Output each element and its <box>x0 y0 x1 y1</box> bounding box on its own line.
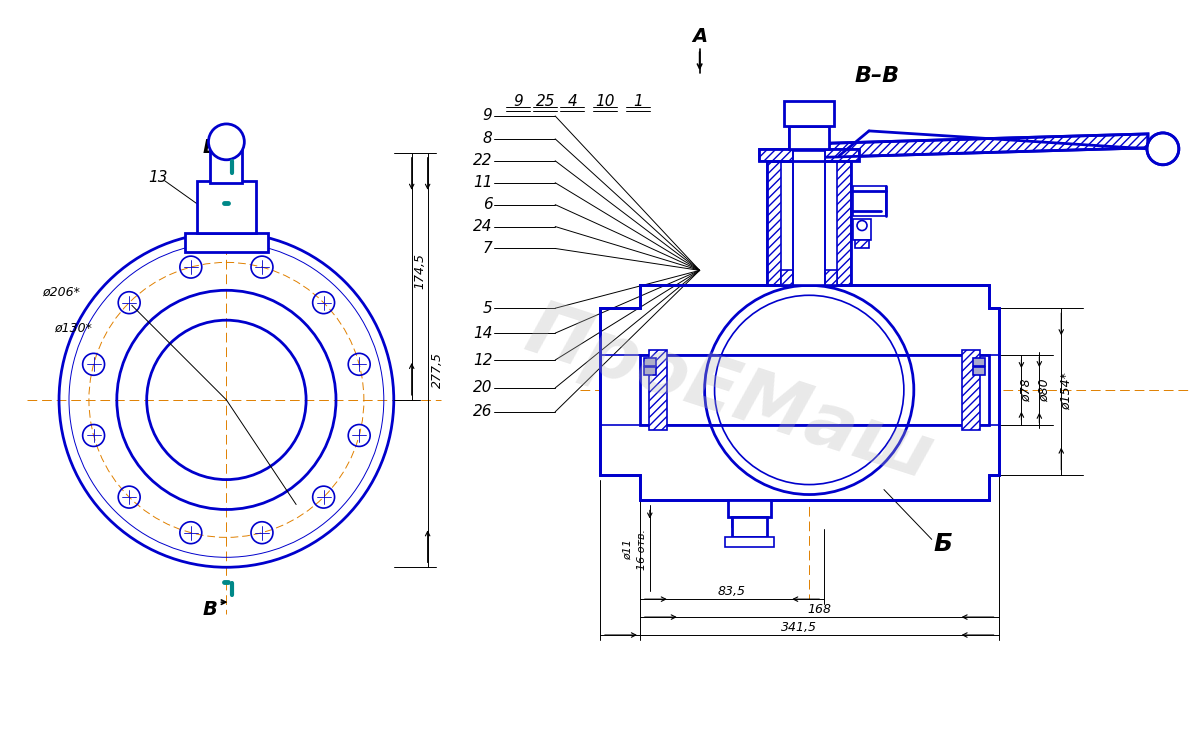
Bar <box>793 151 826 285</box>
Bar <box>640 355 989 425</box>
Text: 1: 1 <box>632 94 643 108</box>
Bar <box>644 367 655 375</box>
Text: 24: 24 <box>473 219 492 234</box>
Bar <box>781 270 838 285</box>
Text: ø206*: ø206* <box>42 286 80 299</box>
Bar <box>732 517 767 537</box>
Text: 11: 11 <box>473 175 492 190</box>
Bar <box>185 233 269 253</box>
Bar <box>600 308 640 475</box>
Circle shape <box>209 124 245 160</box>
Bar <box>853 186 886 215</box>
Bar <box>961 350 979 429</box>
Text: 8: 8 <box>482 132 492 146</box>
Bar <box>760 149 859 160</box>
Text: B–B: B–B <box>854 66 899 86</box>
Text: ø78: ø78 <box>1020 378 1033 402</box>
Bar <box>760 149 859 160</box>
Polygon shape <box>808 134 1148 158</box>
Text: A: A <box>692 27 707 46</box>
Text: 26: 26 <box>473 404 492 419</box>
Bar <box>640 285 989 355</box>
Bar <box>640 425 989 499</box>
Text: 277,5: 277,5 <box>431 352 444 388</box>
Bar <box>790 126 829 149</box>
Text: 25: 25 <box>535 94 554 108</box>
Text: 2: 2 <box>240 233 250 247</box>
Bar <box>838 160 851 285</box>
Text: 10: 10 <box>595 94 614 108</box>
Text: 168: 168 <box>808 603 832 616</box>
Text: 83,5: 83,5 <box>718 585 745 597</box>
Polygon shape <box>600 285 998 499</box>
Bar <box>1150 136 1176 162</box>
Text: 22: 22 <box>473 153 492 169</box>
Text: B: B <box>203 138 218 158</box>
Bar <box>973 358 984 366</box>
Text: ПроЕМаш: ПроЕМаш <box>516 295 942 495</box>
Bar <box>644 358 655 366</box>
Text: 7: 7 <box>482 241 492 256</box>
Bar <box>856 241 869 248</box>
Bar <box>790 126 829 149</box>
Text: Б: Б <box>934 532 953 557</box>
Text: 5: 5 <box>482 301 492 316</box>
Bar <box>989 308 998 475</box>
Text: 341,5: 341,5 <box>781 620 817 634</box>
Text: 6: 6 <box>482 197 492 212</box>
Text: 16 отв.: 16 отв. <box>637 529 647 570</box>
Bar <box>767 160 781 285</box>
Bar <box>727 499 772 517</box>
Text: 9: 9 <box>482 108 492 123</box>
Text: 13: 13 <box>149 170 168 185</box>
Text: ø80: ø80 <box>1038 378 1051 402</box>
Text: ø11: ø11 <box>623 539 632 559</box>
Text: 20: 20 <box>473 380 492 395</box>
Text: ø130*: ø130* <box>54 322 92 334</box>
Bar <box>210 139 242 183</box>
Bar <box>197 181 257 233</box>
Bar <box>853 218 871 241</box>
Bar <box>649 350 667 429</box>
Text: 12: 12 <box>473 352 492 368</box>
Bar <box>725 537 774 548</box>
Text: 174,5: 174,5 <box>413 253 426 289</box>
Text: ø154*: ø154* <box>1060 372 1073 410</box>
Text: B: B <box>203 600 218 619</box>
Text: 9: 9 <box>514 94 523 108</box>
Bar <box>732 517 767 528</box>
Bar <box>767 160 851 285</box>
Bar <box>785 101 834 126</box>
Text: 4: 4 <box>568 94 577 108</box>
Text: 14: 14 <box>473 325 492 340</box>
Bar <box>973 367 984 375</box>
Circle shape <box>1147 133 1178 165</box>
